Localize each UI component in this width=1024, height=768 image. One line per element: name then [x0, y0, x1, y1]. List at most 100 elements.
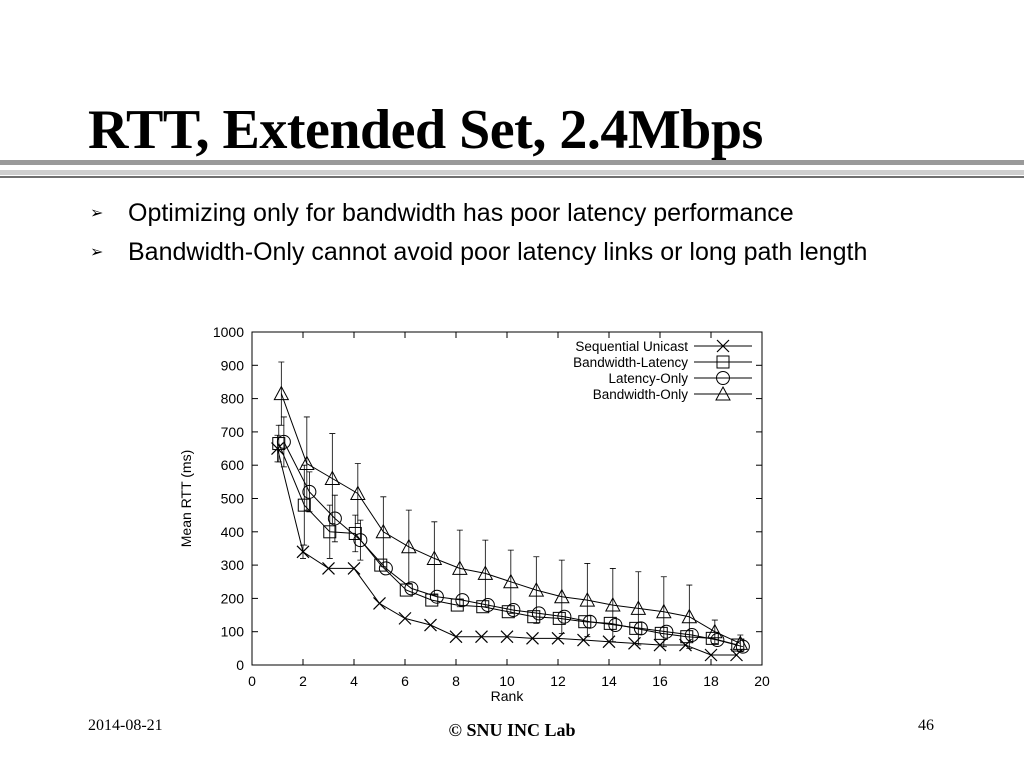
y-tick-label: 800 — [221, 391, 245, 407]
data-point-sequential-unicast — [398, 611, 412, 625]
data-point-sequential-unicast — [424, 618, 437, 632]
x-tick-label: 18 — [703, 673, 719, 689]
y-tick-label: 1000 — [213, 324, 244, 340]
data-point-latency-only — [710, 633, 725, 648]
data-point-latency-only — [659, 624, 674, 639]
error-bar-bandwidth-only — [609, 568, 616, 643]
bullet-text: Bandwidth-Only cannot avoid poor latency… — [128, 238, 868, 266]
series-line-sequential-unicast — [277, 448, 737, 656]
data-point-latency-only — [404, 581, 419, 596]
arrow-bullet-icon: ➢ — [90, 244, 104, 261]
y-tick-label: 600 — [221, 457, 245, 473]
data-point-bandwidth-latency — [552, 611, 566, 625]
data-point-latency-only — [608, 618, 623, 633]
legend-marker-bandwidth-only — [715, 385, 731, 401]
data-point-bandwidth-latency — [425, 593, 439, 607]
title-divider-middle — [0, 170, 1024, 175]
chart-svg: 0 100 200 300 400 500 600 700 800 900 1000 0 2 4 6 8 10 1… — [178, 324, 770, 704]
legend-label-sequential-unicast: Sequential Unicast — [575, 339, 688, 354]
data-point-latency-only — [302, 484, 317, 499]
data-point-bandwidth-only — [604, 597, 621, 612]
data-point-bandwidth-only — [706, 623, 723, 639]
y-tick-label: 0 — [236, 657, 244, 673]
data-point-sequential-unicast — [526, 631, 539, 645]
data-point-latency-only — [327, 511, 342, 526]
data-point-sequential-unicast — [449, 630, 463, 644]
data-point-bandwidth-only — [553, 588, 570, 604]
data-point-bandwidth-latency — [272, 437, 286, 451]
error-bar-bandwidth-only — [507, 549, 514, 614]
data-point-sequential-unicast — [296, 545, 310, 559]
data-point-sequential-unicast — [704, 648, 718, 662]
error-bar-bandwidth-only — [329, 433, 336, 524]
data-point-bandwidth-only — [324, 470, 341, 486]
x-tick-label: 16 — [652, 673, 668, 689]
y-tick-label: 400 — [221, 524, 245, 540]
error-bar-bandwidth-only — [431, 521, 438, 596]
data-point-bandwidth-only — [273, 385, 290, 401]
data-point-bandwidth-only — [426, 550, 443, 565]
legend-label-latency-only: Latency-Only — [608, 371, 688, 386]
error-bar-bandwidth-only — [482, 539, 489, 608]
data-point-latency-only — [633, 621, 648, 636]
error-bar-latency-only — [357, 519, 364, 561]
x-tick-label: 2 — [299, 673, 307, 689]
error-bar-bandwidth-only — [558, 559, 565, 634]
x-tick-label: 12 — [550, 673, 566, 689]
footer-date: 2014-08-21 — [88, 717, 163, 734]
data-point-latency-only — [557, 609, 572, 624]
y-tick-label: 200 — [221, 590, 245, 606]
y-axis-label: Mean RTT (ms) — [178, 450, 194, 548]
footer-page-number: 46 — [918, 717, 934, 734]
error-bar-bandwidth-only — [456, 529, 463, 608]
legend-marker-sequential-unicast — [716, 339, 730, 353]
data-point-bandwidth-only — [400, 538, 417, 554]
data-point-sequential-unicast — [271, 442, 284, 455]
title-divider-bottom — [0, 176, 1024, 178]
data-point-sequential-unicast — [347, 562, 361, 575]
error-bar-bandwidth-only — [584, 563, 591, 638]
y-tick-label: 900 — [221, 357, 245, 373]
error-bar-bandwidth-only — [405, 509, 412, 584]
y-tick-label: 700 — [221, 424, 245, 440]
data-point-bandwidth-only — [528, 582, 545, 597]
data-point-latency-only — [531, 606, 546, 621]
x-tick-label: 20 — [754, 673, 770, 689]
data-point-latency-only — [378, 561, 393, 576]
data-point-bandwidth-only — [375, 523, 392, 539]
data-point-bandwidth-latency — [654, 626, 668, 640]
x-axis-label: Rank — [491, 688, 525, 704]
error-bar-bandwidth-latency — [352, 514, 359, 553]
data-point-bandwidth-only — [298, 455, 315, 471]
x-tick-label: 6 — [401, 673, 409, 689]
error-bar-bandwidth-only — [278, 361, 285, 426]
rtt-chart: 0 100 200 300 400 500 600 700 800 900 1000 0 2 4 6 8 10 1… — [176, 320, 786, 710]
error-bar-latency-only — [331, 494, 338, 543]
x-tick-label: 0 — [248, 673, 256, 689]
error-bar-bandwidth-only — [686, 584, 693, 649]
data-point-bandwidth-latency — [450, 598, 464, 612]
data-point-bandwidth-latency — [680, 630, 694, 644]
arrow-bullet-icon: ➢ — [90, 205, 104, 222]
data-point-latency-only — [480, 598, 495, 613]
bullet-item: ➢ Optimizing only for bandwidth has poor… — [88, 196, 908, 232]
legend-marker-bandwidth-latency — [716, 355, 730, 369]
slide-title: RTT, Extended Set, 2.4Mbps — [88, 99, 763, 161]
data-point-latency-only — [684, 628, 699, 643]
error-bar-bandwidth-only — [380, 496, 387, 568]
data-point-bandwidth-only — [630, 600, 647, 615]
data-point-latency-only — [429, 589, 444, 604]
data-point-sequential-unicast — [500, 630, 514, 644]
data-point-bandwidth-latency — [374, 558, 388, 572]
data-point-bandwidth-latency — [323, 525, 337, 539]
data-point-bandwidth-only — [655, 603, 672, 619]
x-tick-label: 4 — [350, 673, 358, 689]
data-point-bandwidth-only — [349, 485, 366, 501]
legend-label-bandwidth-only: Bandwidth-Only — [593, 387, 689, 402]
data-point-latency-only — [276, 434, 291, 449]
bullet-item: ➢ Bandwidth-Only cannot avoid poor laten… — [88, 235, 908, 271]
bullet-list: ➢ Optimizing only for bandwidth has poor… — [88, 196, 908, 274]
error-bar-latency-only — [306, 471, 313, 513]
data-point-sequential-unicast — [322, 562, 335, 575]
x-tick-label: 10 — [499, 673, 515, 689]
